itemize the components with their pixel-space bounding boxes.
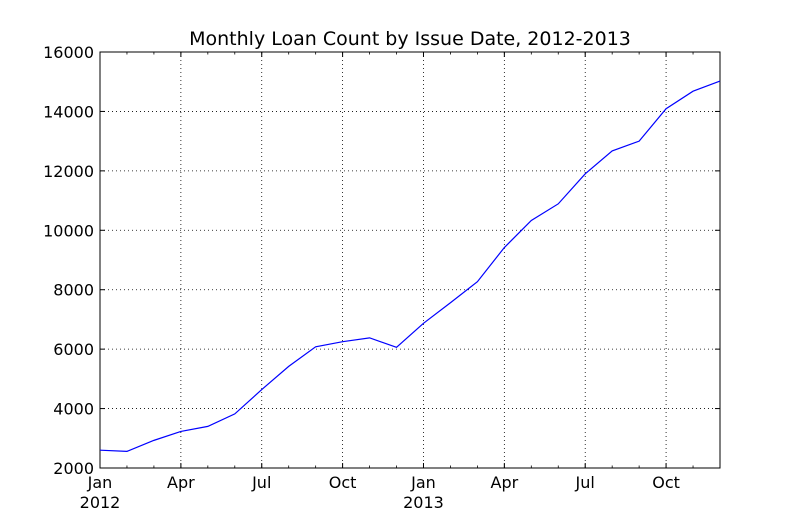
x-tick-label: Oct: [652, 473, 680, 492]
x-tick-label: Jul: [575, 473, 595, 492]
x-tick-label: Jan: [87, 473, 113, 492]
axes: [99, 51, 721, 469]
x-tick-label: Jul: [251, 473, 271, 492]
series-line-0: [99, 80, 721, 452]
y-tick-label: 4000: [53, 400, 94, 419]
x-tick-year-label: 2013: [403, 493, 444, 512]
y-tick-label: 14000: [43, 102, 94, 121]
x-tick-label: Jan: [410, 473, 436, 492]
y-tick-label: 2000: [53, 459, 94, 478]
chart-title: Monthly Loan Count by Issue Date, 2012-2…: [189, 28, 631, 50]
x-tick-year-label: 2012: [80, 493, 121, 512]
x-tick-label: Oct: [329, 473, 357, 492]
y-tick-label: 12000: [43, 162, 94, 181]
series-layer: [99, 80, 721, 452]
grid: [100, 52, 720, 468]
plot-frame: [99, 51, 721, 469]
x-tick-label: Apr: [167, 473, 195, 492]
y-tick-label: 10000: [43, 221, 94, 240]
tick-labels: 200040006000800010000120001400016000Jan2…: [43, 43, 680, 512]
x-tick-label: Apr: [491, 473, 519, 492]
y-tick-label: 16000: [43, 43, 94, 62]
y-tick-label: 8000: [53, 281, 94, 300]
y-tick-label: 6000: [53, 340, 94, 359]
